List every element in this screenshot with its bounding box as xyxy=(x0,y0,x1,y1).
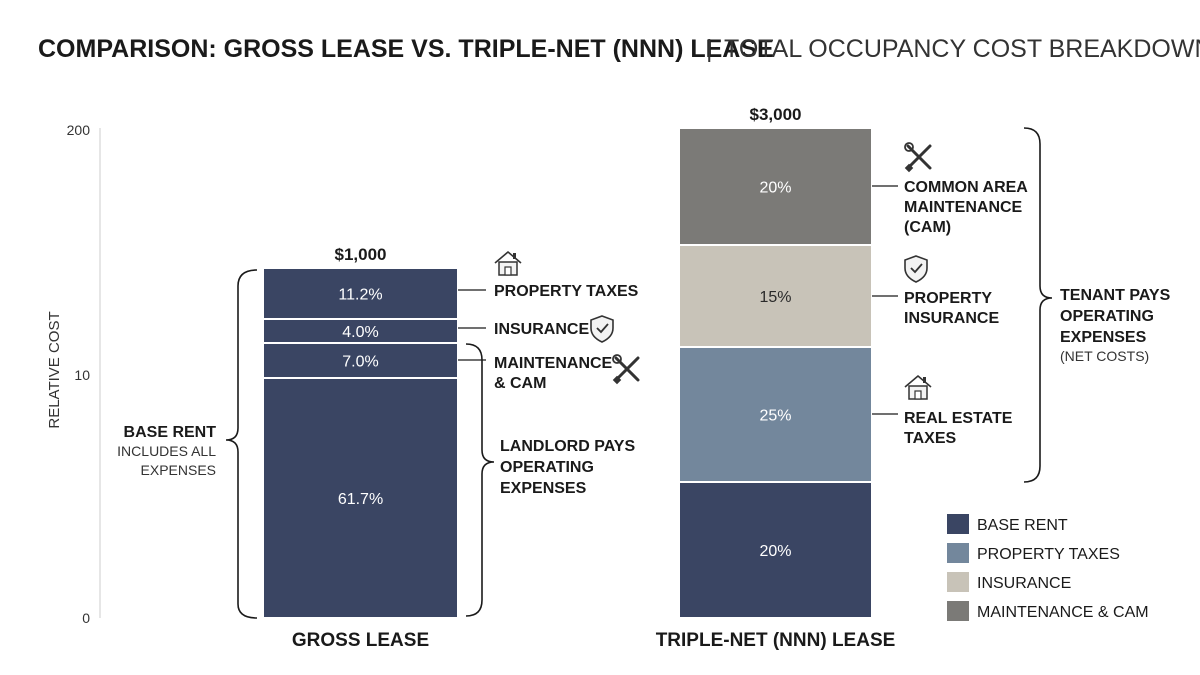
tenant-annotation-3: EXPENSES xyxy=(1060,329,1147,346)
base-rent-annotation-sub-2: EXPENSES xyxy=(141,462,216,478)
bar-gross-lease-base-rent xyxy=(262,377,459,619)
data-label-gross-lease-insurance: 4.0% xyxy=(342,324,378,341)
bar-triple-net-nnn-lease-base-rent xyxy=(678,481,873,619)
wrench-screwdriver-icon xyxy=(612,354,640,385)
landlord-annotation-2: OPERATING xyxy=(500,459,594,476)
gross-maintenance-label-2: & CAM xyxy=(494,375,546,392)
nnn-insurance-label-1: PROPERTY xyxy=(904,290,992,307)
data-label-triple-net-nnn-lease-insurance: 15% xyxy=(759,289,791,306)
chart-subtitle: TOTAL OCCUPANCY COST BREAKDOWN xyxy=(724,35,1200,63)
data-label-gross-lease-maintenance-cam: 7.0% xyxy=(342,354,378,371)
base-rent-annotation-title: BASE RENT xyxy=(124,424,217,441)
bars-layer: 61.7% 7.0% 4.0% 11.2% $1,000 GROSS LEASE 20% 25… xyxy=(262,105,896,651)
shield-check-icon xyxy=(904,255,928,283)
nnn-cam-label-2: MAINTENANCE xyxy=(904,199,1023,216)
shield-check-icon xyxy=(590,315,614,343)
landlord-bracket xyxy=(465,343,495,617)
wrench-screwdriver-icon xyxy=(904,142,932,173)
nnn-insurance-label-2: INSURANCE xyxy=(904,310,999,327)
total-label-gross-lease: $1,000 xyxy=(335,245,387,264)
bar-gross-lease-maintenance-cam xyxy=(262,342,459,379)
legend: BASE RENT PROPERTY TAXES INSURANCE MAINTENA… xyxy=(947,514,1149,621)
data-label-triple-net-nnn-lease-property-taxes: 25% xyxy=(759,408,791,425)
x-tick-triple-net-nnn-lease: TRIPLE-NET (NNN) LEASE xyxy=(656,630,896,651)
y-axis-label: RELATIVE COST xyxy=(46,311,63,428)
tenant-bracket xyxy=(1023,127,1053,483)
y-tick-0: 0 xyxy=(82,610,90,626)
gross-maintenance-label-1: MAINTENANCE xyxy=(494,355,613,372)
legend-label-property-taxes: PROPERTY TAXES xyxy=(977,546,1120,563)
landlord-annotation-1: LANDLORD PAYS xyxy=(500,438,635,455)
legend-swatch-property-taxes xyxy=(947,543,969,563)
tenant-annotation-1: TENANT PAYS xyxy=(1060,287,1171,304)
bar-triple-net-nnn-lease-property-taxes xyxy=(678,346,873,483)
title-separator: | xyxy=(706,35,713,63)
data-label-gross-lease-base-rent: 61.7% xyxy=(338,491,383,508)
total-label-triple-net-nnn-lease: $3,000 xyxy=(750,105,802,124)
data-label-triple-net-nnn-lease-maintenance-cam: 20% xyxy=(759,180,791,197)
house-icon xyxy=(904,375,932,400)
landlord-annotation-3: EXPENSES xyxy=(500,480,587,497)
legend-label-insurance: INSURANCE xyxy=(977,575,1071,592)
house-icon xyxy=(494,251,522,276)
data-label-gross-lease-property-taxes: 11.2% xyxy=(338,287,382,304)
gross-property-taxes-label: PROPERTY TAXES xyxy=(494,283,639,300)
gross-insurance-label: INSURANCE xyxy=(494,321,589,338)
data-label-triple-net-nnn-lease-base-rent: 20% xyxy=(759,543,791,560)
chart-title: COMPARISON: GROSS LEASE VS. TRIPLE-NET (… xyxy=(38,35,774,63)
y-tick-200: 200 xyxy=(67,122,91,138)
legend-swatch-insurance xyxy=(947,572,969,592)
legend-label-maintenance-cam: MAINTENANCE & CAM xyxy=(977,604,1149,621)
base-rent-annotation-sub-1: INCLUDES ALL xyxy=(117,443,216,459)
nnn-cam-label-3: (CAM) xyxy=(904,219,951,236)
bar-triple-net-nnn-lease-maintenance-cam xyxy=(678,127,873,246)
base-rent-bracket xyxy=(225,269,258,619)
y-tick-10: 10 xyxy=(74,367,90,383)
nnn-cam-label-1: COMMON AREA xyxy=(904,179,1028,196)
x-tick-gross-lease: GROSS LEASE xyxy=(292,630,429,651)
nnn-taxes-label-1: REAL ESTATE xyxy=(904,410,1013,427)
legend-swatch-base-rent xyxy=(947,514,969,534)
tenant-annotation-2: OPERATING xyxy=(1060,308,1154,325)
legend-label-base-rent: BASE RENT xyxy=(977,517,1068,534)
nnn-taxes-label-2: TAXES xyxy=(904,430,956,447)
bar-gross-lease-property-taxes xyxy=(262,267,459,320)
legend-swatch-maintenance-cam xyxy=(947,601,969,621)
tenant-annotation-sub: (NET COSTS) xyxy=(1060,348,1149,364)
